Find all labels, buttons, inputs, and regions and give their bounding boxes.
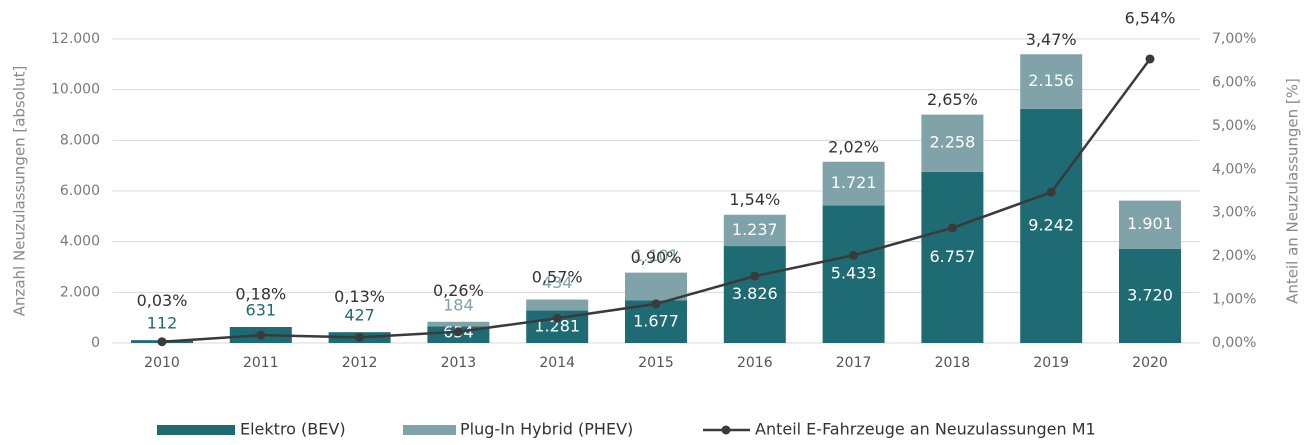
legend-swatch (403, 425, 456, 435)
y2-tick-label: 4,00% (1212, 161, 1256, 177)
bar-segment (921, 171, 984, 343)
data-label: 3.720 (1127, 285, 1173, 304)
data-label: 6.757 (929, 247, 975, 266)
x-tick-label: 2019 (1033, 355, 1069, 371)
share-marker (355, 332, 365, 342)
y2-tick-label: 3,00% (1212, 205, 1256, 221)
share-label: 0,26% (433, 281, 484, 300)
y2-tick-label: 7,00% (1212, 31, 1256, 47)
y2-tick-label: 0,00% (1212, 335, 1256, 351)
data-label: 184 (443, 295, 474, 314)
y2-tick-label: 5,00% (1212, 118, 1256, 134)
y-tick-label: 2.000 (60, 284, 100, 300)
bar-segment (822, 161, 885, 206)
y2-tick-label: 6,00% (1212, 74, 1256, 90)
share-label: 0,03% (137, 291, 188, 310)
y-axis-title: Anzahl Neuzulassungen [absolut] (11, 66, 29, 317)
x-tick-label: 2017 (836, 355, 872, 371)
bar-segment (822, 205, 885, 343)
x-tick-label: 2013 (441, 355, 477, 371)
share-marker (1046, 187, 1056, 197)
share-marker (1145, 54, 1155, 64)
x-tick-label: 2010 (144, 355, 180, 371)
legend-swatch (157, 425, 235, 435)
data-label: 1.721 (831, 173, 877, 192)
share-label: 6,54% (1125, 8, 1176, 27)
share-label: 2,65% (927, 90, 978, 109)
data-label: 5.433 (831, 264, 877, 283)
data-label: 3.826 (732, 284, 778, 303)
x-tick-label: 2015 (638, 355, 674, 371)
data-label: 2.156 (1028, 71, 1074, 90)
x-tick-label: 2016 (737, 355, 773, 371)
data-label: 631 (246, 301, 277, 320)
share-marker (552, 313, 562, 323)
share-marker (750, 271, 760, 281)
data-label: 1.101 (633, 246, 679, 265)
y2-tick-label: 1,00% (1212, 292, 1256, 308)
share-label: 0,13% (334, 287, 385, 306)
legend-label: Elektro (BEV) (240, 420, 346, 439)
x-tick-label: 2012 (342, 355, 378, 371)
legend-marker (721, 425, 731, 435)
data-label: 1.677 (633, 311, 679, 330)
share-marker (256, 330, 266, 340)
share-marker (453, 327, 463, 337)
bar-segment (1020, 54, 1083, 109)
share-marker (157, 337, 167, 347)
data-label: 434 (542, 273, 573, 292)
bar-segment (1119, 248, 1181, 343)
bar-segment (921, 114, 984, 172)
x-tick-label: 2011 (243, 355, 279, 371)
x-tick-label: 2018 (935, 355, 971, 371)
y-tick-label: 12.000 (51, 31, 100, 47)
y-tick-label: 6.000 (60, 183, 100, 199)
y-tick-label: 4.000 (60, 234, 100, 250)
share-label: 0,90% (631, 248, 682, 267)
bar-segment (427, 321, 490, 327)
y2-axis-title: Anteil an Neuzulassungen [%] (1284, 78, 1302, 304)
share-label: 0,18% (235, 285, 286, 304)
bar-segment (625, 272, 687, 301)
data-label: 2.258 (929, 133, 975, 152)
data-label: 1.901 (1127, 214, 1173, 233)
bar-segment (1119, 200, 1181, 249)
data-label: 427 (344, 306, 375, 325)
data-label: 1.237 (732, 220, 778, 239)
y-tick-label: 8.000 (60, 132, 100, 148)
data-label: 9.242 (1028, 215, 1074, 234)
bar-segment (723, 214, 786, 247)
bar-segment (1020, 108, 1083, 344)
share-label: 2,02% (828, 137, 879, 156)
y2-tick-label: 2,00% (1212, 248, 1256, 264)
bar-segment (526, 299, 589, 311)
share-label: 3,47% (1026, 30, 1077, 49)
bar-segment (723, 246, 786, 343)
share-marker (947, 223, 957, 233)
share-label: 0,57% (532, 268, 583, 287)
legend-label: Anteil E-Fahrzeuge an Neuzulassungen M1 (755, 420, 1096, 439)
share-marker (651, 299, 661, 309)
data-label: 112 (147, 314, 178, 333)
y-tick-label: 10.000 (51, 82, 100, 98)
legend-label: Plug-In Hybrid (PHEV) (460, 420, 633, 439)
x-tick-label: 2020 (1132, 355, 1168, 371)
x-tick-label: 2014 (539, 355, 575, 371)
y-tick-label: 0 (91, 335, 100, 351)
share-marker (849, 250, 859, 260)
share-label: 1,54% (729, 190, 780, 209)
